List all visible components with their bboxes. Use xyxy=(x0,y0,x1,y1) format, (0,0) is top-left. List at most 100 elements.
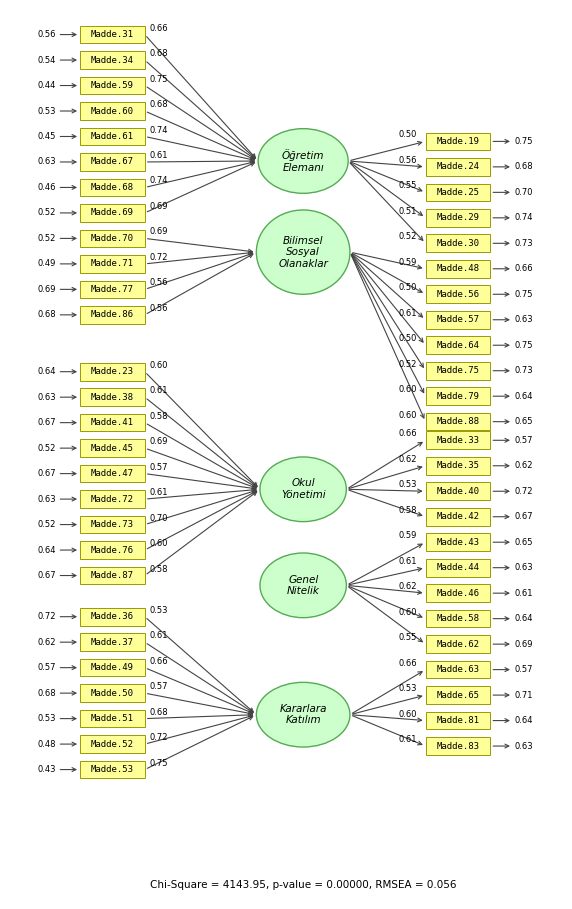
Text: 0.45: 0.45 xyxy=(37,132,55,141)
Text: Madde.44: Madde.44 xyxy=(436,564,479,572)
FancyBboxPatch shape xyxy=(426,184,490,201)
FancyBboxPatch shape xyxy=(426,413,490,431)
Text: Okul
Yönetimi: Okul Yönetimi xyxy=(281,478,325,500)
Text: 0.63: 0.63 xyxy=(515,742,533,751)
Text: 0.59: 0.59 xyxy=(399,258,417,267)
FancyBboxPatch shape xyxy=(80,51,145,69)
Text: 0.51: 0.51 xyxy=(399,207,417,215)
Text: 0.56: 0.56 xyxy=(399,156,417,165)
Text: 0.64: 0.64 xyxy=(515,716,533,725)
Text: 0.46: 0.46 xyxy=(37,183,55,192)
Text: 0.63: 0.63 xyxy=(515,564,533,572)
Text: 0.63: 0.63 xyxy=(37,157,55,166)
Ellipse shape xyxy=(260,457,347,522)
Ellipse shape xyxy=(258,129,348,194)
FancyBboxPatch shape xyxy=(426,712,490,729)
Text: 0.64: 0.64 xyxy=(37,367,55,376)
FancyBboxPatch shape xyxy=(80,464,145,483)
FancyBboxPatch shape xyxy=(80,205,145,222)
Text: 0.72: 0.72 xyxy=(37,612,55,621)
Text: 0.68: 0.68 xyxy=(149,49,168,58)
Text: 0.57: 0.57 xyxy=(149,463,168,472)
Text: Madde.59: Madde.59 xyxy=(91,81,134,90)
Text: Madde.23: Madde.23 xyxy=(91,367,134,376)
FancyBboxPatch shape xyxy=(80,76,145,95)
Text: 0.67: 0.67 xyxy=(37,418,55,427)
FancyBboxPatch shape xyxy=(80,659,145,676)
Text: Madde.48: Madde.48 xyxy=(436,265,479,274)
Text: Madde.35: Madde.35 xyxy=(436,461,479,470)
Text: Madde.36: Madde.36 xyxy=(91,612,134,621)
FancyBboxPatch shape xyxy=(426,158,490,175)
FancyBboxPatch shape xyxy=(80,684,145,702)
Text: 0.56: 0.56 xyxy=(149,304,168,313)
Text: 0.72: 0.72 xyxy=(149,734,168,742)
Text: 0.57: 0.57 xyxy=(515,435,533,445)
Text: 0.61: 0.61 xyxy=(399,309,417,318)
Text: 0.43: 0.43 xyxy=(37,765,55,774)
Text: 0.73: 0.73 xyxy=(515,239,533,248)
Text: Madde.72: Madde.72 xyxy=(91,494,134,504)
Text: Madde.60: Madde.60 xyxy=(91,106,134,115)
FancyBboxPatch shape xyxy=(426,311,490,328)
Text: 0.62: 0.62 xyxy=(515,461,533,470)
Text: 0.53: 0.53 xyxy=(37,106,55,115)
Text: Madde.24: Madde.24 xyxy=(436,163,479,172)
Ellipse shape xyxy=(260,553,347,618)
Text: 0.55: 0.55 xyxy=(399,634,417,642)
Text: 0.57: 0.57 xyxy=(515,665,533,674)
FancyBboxPatch shape xyxy=(80,179,145,196)
Text: Madde.19: Madde.19 xyxy=(436,137,479,145)
Text: 0.55: 0.55 xyxy=(399,182,417,190)
FancyBboxPatch shape xyxy=(426,235,490,252)
FancyBboxPatch shape xyxy=(80,735,145,753)
Text: 0.49: 0.49 xyxy=(37,259,55,268)
FancyBboxPatch shape xyxy=(80,281,145,298)
Text: 0.50: 0.50 xyxy=(399,284,417,293)
Text: Madde.56: Madde.56 xyxy=(436,290,479,299)
Text: 0.65: 0.65 xyxy=(515,538,533,546)
Text: 0.72: 0.72 xyxy=(515,486,533,495)
Text: 0.63: 0.63 xyxy=(515,315,533,325)
Text: Madde.33: Madde.33 xyxy=(436,435,479,445)
Text: 0.53: 0.53 xyxy=(37,714,55,724)
FancyBboxPatch shape xyxy=(426,635,490,653)
Text: 0.52: 0.52 xyxy=(399,233,417,242)
Text: Madde.79: Madde.79 xyxy=(436,392,479,401)
Text: Madde.31: Madde.31 xyxy=(91,30,134,39)
Text: Madde.52: Madde.52 xyxy=(91,740,134,749)
FancyBboxPatch shape xyxy=(426,432,490,449)
Text: 0.64: 0.64 xyxy=(515,392,533,401)
FancyBboxPatch shape xyxy=(426,610,490,627)
Text: Madde.88: Madde.88 xyxy=(436,417,479,426)
FancyBboxPatch shape xyxy=(426,661,490,678)
Text: 0.52: 0.52 xyxy=(37,208,55,217)
Text: 0.68: 0.68 xyxy=(515,163,533,172)
Text: 0.75: 0.75 xyxy=(515,290,533,299)
Text: Madde.68: Madde.68 xyxy=(91,183,134,192)
FancyBboxPatch shape xyxy=(80,25,145,44)
Text: Madde.75: Madde.75 xyxy=(436,366,479,375)
Text: 0.58: 0.58 xyxy=(149,412,168,421)
Text: 0.75: 0.75 xyxy=(149,759,168,767)
FancyBboxPatch shape xyxy=(426,362,490,380)
Text: Madde.25: Madde.25 xyxy=(436,188,479,197)
Text: 0.68: 0.68 xyxy=(37,310,55,319)
FancyBboxPatch shape xyxy=(426,483,490,500)
Text: Madde.45: Madde.45 xyxy=(91,444,134,453)
Text: Madde.76: Madde.76 xyxy=(91,545,134,554)
Text: 0.74: 0.74 xyxy=(149,176,168,185)
Text: Madde.46: Madde.46 xyxy=(436,589,479,598)
Text: Madde.81: Madde.81 xyxy=(436,716,479,725)
Text: Madde.62: Madde.62 xyxy=(436,640,479,649)
FancyBboxPatch shape xyxy=(426,285,490,303)
Text: 0.59: 0.59 xyxy=(399,531,417,540)
FancyBboxPatch shape xyxy=(426,387,490,405)
Text: 0.70: 0.70 xyxy=(515,188,533,197)
Text: Madde.61: Madde.61 xyxy=(91,132,134,141)
Text: 0.69: 0.69 xyxy=(515,640,533,649)
Text: Madde.87: Madde.87 xyxy=(91,571,134,580)
Text: 0.60: 0.60 xyxy=(149,361,168,370)
Text: Madde.57: Madde.57 xyxy=(436,315,479,325)
Text: 0.67: 0.67 xyxy=(37,571,55,580)
